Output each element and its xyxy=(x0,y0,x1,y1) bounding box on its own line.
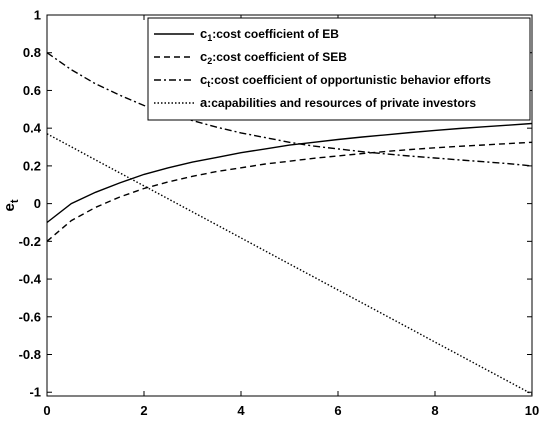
legend-entry-subscript: t xyxy=(207,79,210,89)
legend-entry-1: c1:cost coefficient of EB xyxy=(200,26,339,43)
legend-entry-symbol: a xyxy=(200,95,208,110)
x-tick-labels: 0 2 4 6 8 10 xyxy=(43,403,539,418)
legend-entry-subscript: 2 xyxy=(207,56,212,66)
x-tick-label: 4 xyxy=(237,403,245,418)
y-tick-label: 0.4 xyxy=(23,121,42,136)
y-tick-label: -0.8 xyxy=(19,347,41,362)
series-line-3 xyxy=(46,52,533,167)
y-axis-label-main: e xyxy=(1,203,18,211)
legend-entry-text: :cost coefficient of SEB xyxy=(212,50,347,64)
plot-frame xyxy=(46,14,533,397)
y-axis-label: et xyxy=(1,199,21,211)
legend-entry-3: ct:cost coefficient of opportunistic beh… xyxy=(200,72,491,89)
legend-entry-text: :cost coefficient of EB xyxy=(212,27,339,41)
y-tick-label: 1 xyxy=(34,8,41,23)
legend-entry-4: a:capabilities and resources of private … xyxy=(200,95,476,110)
series-line-1 xyxy=(46,122,533,224)
x-tick-label: 6 xyxy=(334,403,341,418)
y-tick-label: -1 xyxy=(29,385,41,400)
series-line-2 xyxy=(46,141,533,242)
legend-entry-symbol: c xyxy=(200,72,207,87)
y-tick-labels: -1 -0.8 -0.6 -0.4 -0.2 0 0.2 0.4 0.6 0.8 1 xyxy=(19,8,42,400)
y-tick-label: -0.4 xyxy=(19,272,42,287)
legend-entry-symbol: c xyxy=(200,26,207,41)
y-tick-label: 0.8 xyxy=(23,45,41,60)
x-tick-label: 10 xyxy=(525,403,539,418)
y-tick-label: 0.6 xyxy=(23,83,41,98)
legend-entry-symbol: c xyxy=(200,49,207,64)
x-tick-label: 0 xyxy=(43,403,50,418)
y-tick-label: -0.6 xyxy=(19,309,41,324)
legend-entry-text: :cost coefficient of opportunistic behav… xyxy=(210,73,491,87)
y-tick-label: -0.2 xyxy=(19,234,41,249)
y-tick-label: 0 xyxy=(34,196,41,211)
series-lines xyxy=(46,52,533,395)
y-axis-label-sub: t xyxy=(9,199,21,203)
legend-entry-2: c2:cost coefficient of SEB xyxy=(200,49,347,66)
y-tick-label: 0.2 xyxy=(23,158,41,173)
x-tick-label: 8 xyxy=(431,403,438,418)
legend-entry-subscript: 1 xyxy=(207,33,212,43)
legend-entry-text: :capabilities and resources of private i… xyxy=(207,96,476,110)
series-line-4 xyxy=(46,133,533,395)
legend-box xyxy=(147,17,531,121)
x-tick-label: 2 xyxy=(140,403,147,418)
